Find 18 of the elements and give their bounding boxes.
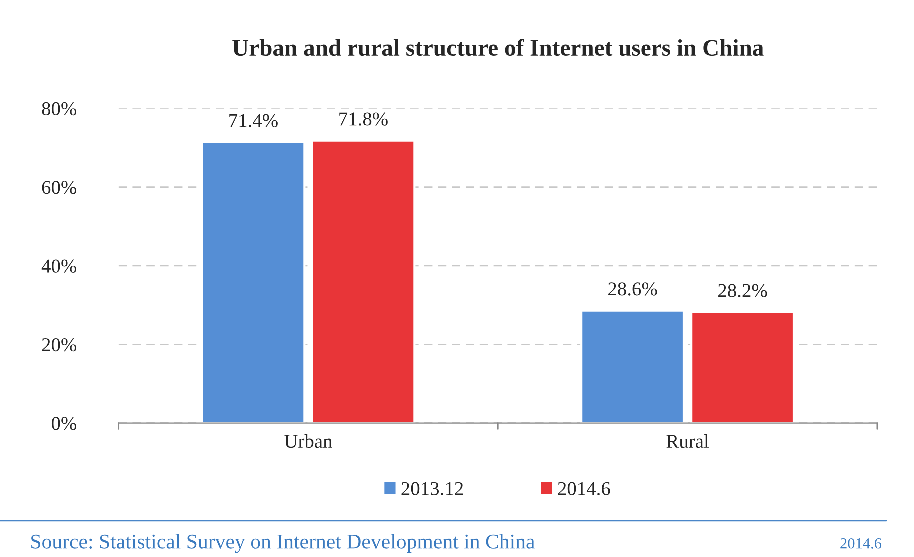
y-tick-label: 20% [42, 338, 76, 352]
legend-label: 2014.6 [558, 482, 610, 496]
data-label: 71.8% [340, 112, 388, 126]
y-tick-label: 60% [42, 181, 76, 194]
legend-label: 2013.12 [402, 482, 464, 496]
text: 2014.6 [840, 538, 882, 549]
chart-title: Urban and rural structure of Internet users in China [232, 39, 764, 56]
bar [311, 140, 416, 424]
y-tick-label: 80% [42, 102, 76, 116]
data-label: 28.2% [718, 284, 768, 298]
x-tick-label: Urban [284, 434, 332, 448]
source-note: Source: Statistical Survey on Internet Development in China [32, 534, 535, 554]
bar [690, 311, 796, 424]
y-tick-label: 0% [52, 417, 76, 430]
y-tick-label: 40% [42, 260, 76, 273]
x-tick-label: Rural [666, 434, 709, 448]
data-label: 71.4% [230, 114, 278, 128]
data-label: 28.6% [608, 282, 658, 296]
